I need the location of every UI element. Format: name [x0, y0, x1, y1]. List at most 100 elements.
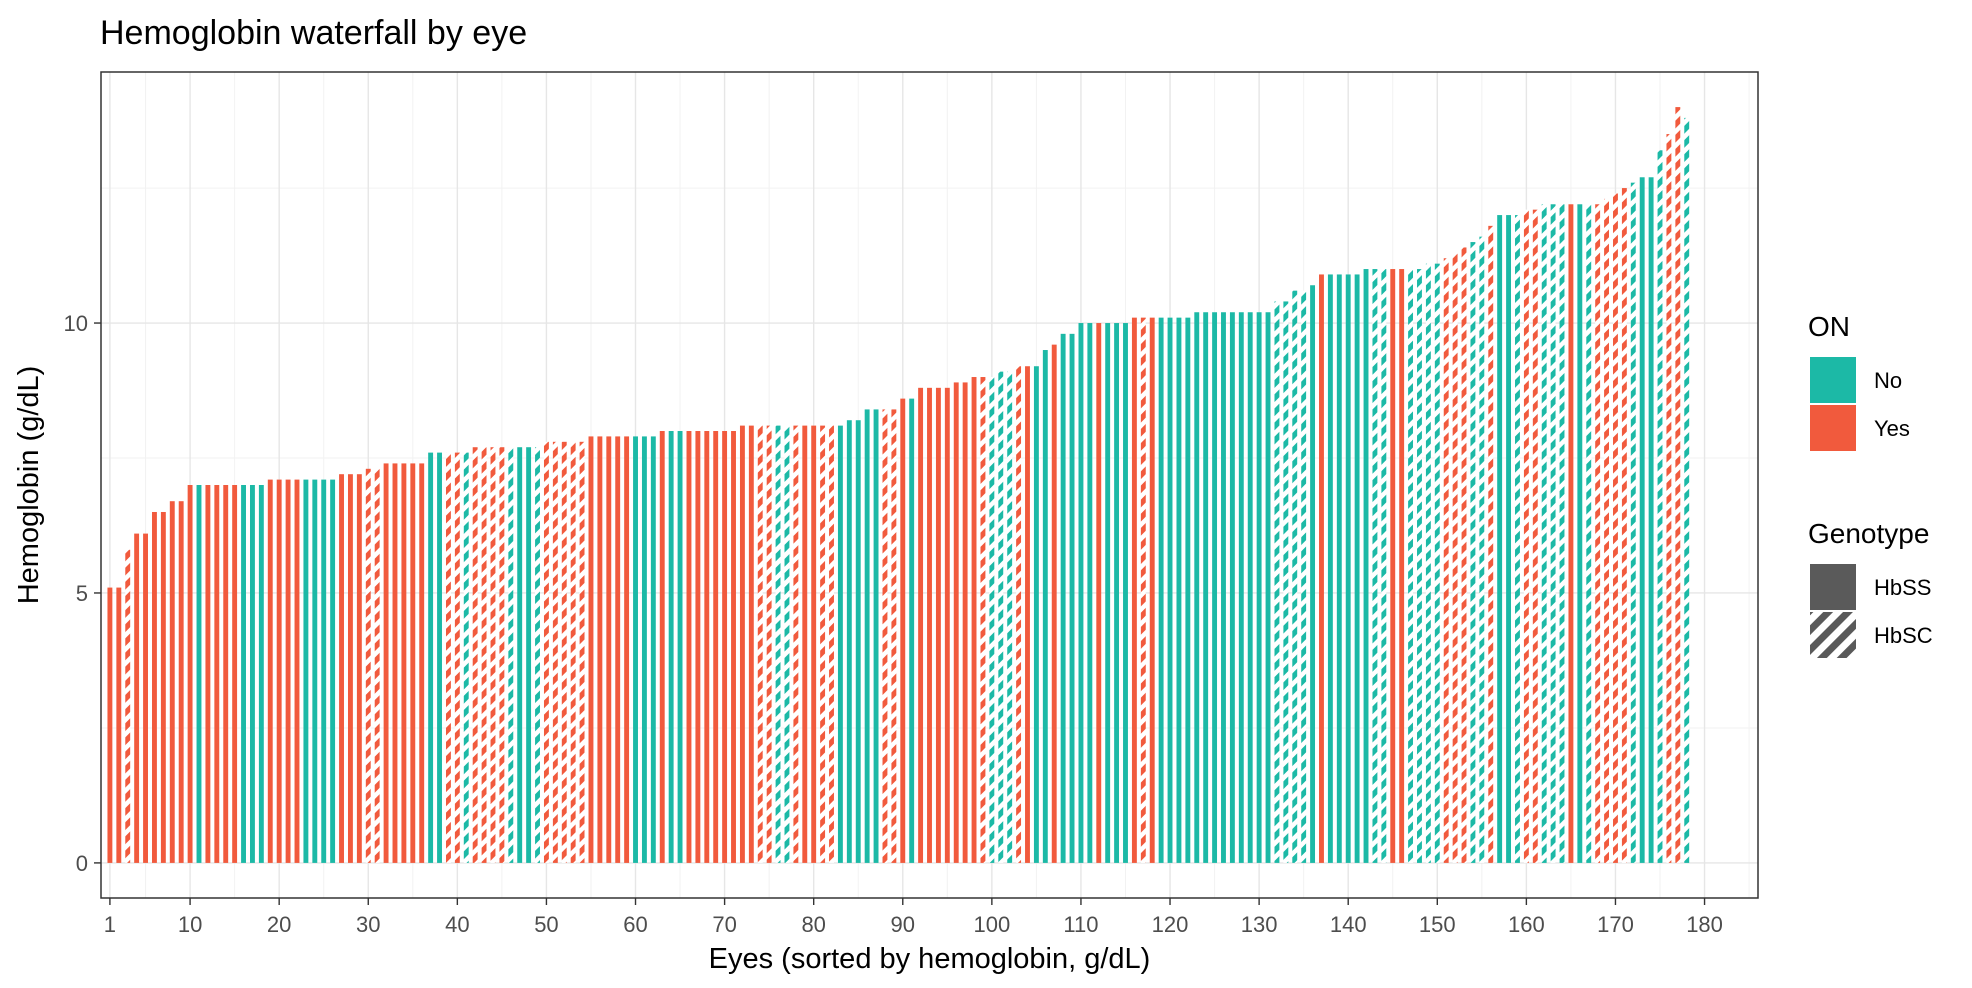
- bar: [1265, 312, 1271, 863]
- y-axis-title: Hemoglobin (g/dL): [13, 366, 45, 605]
- bar: [1256, 312, 1262, 863]
- bar: [1238, 312, 1244, 863]
- bar: [1016, 366, 1022, 863]
- bar: [1007, 371, 1013, 863]
- bar: [739, 425, 745, 863]
- x-tick-label: 150: [1419, 912, 1456, 937]
- bar: [276, 479, 282, 863]
- bar: [944, 387, 950, 863]
- bar: [1345, 274, 1351, 863]
- bar: [303, 479, 309, 863]
- bar: [232, 485, 238, 863]
- x-tick-label: 140: [1330, 912, 1367, 937]
- bar: [864, 409, 870, 863]
- bar: [214, 485, 220, 863]
- plot-border: [100, 71, 1759, 899]
- bar: [1639, 177, 1645, 863]
- bar: [1123, 323, 1128, 863]
- bar: [953, 382, 959, 863]
- bar: [980, 377, 986, 863]
- bar: [267, 479, 273, 863]
- x-tick-label: 30: [356, 912, 380, 937]
- bar: [588, 436, 594, 863]
- bar: [178, 501, 184, 863]
- bar: [1666, 134, 1672, 863]
- bar: [962, 382, 968, 863]
- bar: [543, 441, 549, 863]
- bar: [143, 533, 148, 863]
- bar: [223, 485, 229, 863]
- bar: [1408, 269, 1414, 863]
- bar: [1167, 317, 1173, 863]
- bar: [445, 452, 451, 863]
- bar: [1087, 323, 1093, 863]
- x-tick-label: 100: [974, 912, 1011, 937]
- bar: [1310, 285, 1316, 863]
- bar: [241, 485, 246, 863]
- bar: [401, 463, 407, 863]
- bar: [1621, 188, 1627, 863]
- bar: [579, 441, 585, 863]
- bar: [1425, 263, 1431, 863]
- bar: [1301, 290, 1307, 863]
- bar: [650, 436, 656, 863]
- bar: [1372, 269, 1378, 863]
- bar: [508, 447, 514, 863]
- bar: [1568, 204, 1574, 863]
- x-tick-label: 20: [267, 912, 291, 937]
- bar: [561, 441, 567, 863]
- bar: [347, 474, 353, 863]
- bar: [169, 501, 175, 863]
- bar: [1443, 258, 1449, 863]
- bar: [1247, 312, 1253, 863]
- x-tick-label: 90: [891, 912, 915, 937]
- bar: [196, 485, 202, 863]
- bar: [152, 511, 157, 863]
- y-tick-label: 0: [76, 851, 88, 876]
- bar: [998, 371, 1004, 863]
- bar: [1194, 312, 1200, 863]
- bar: [535, 447, 540, 863]
- bar: [1221, 312, 1226, 863]
- bar: [490, 447, 496, 863]
- y-tick-label: 10: [64, 311, 88, 336]
- legend: ON No Yes Genotype HbSS HbSC: [1808, 311, 1933, 658]
- bar: [517, 447, 523, 863]
- bar: [1078, 323, 1084, 863]
- bar: [1283, 301, 1289, 863]
- bar: [935, 387, 941, 863]
- bar: [1158, 317, 1164, 863]
- bar: [900, 398, 906, 863]
- bar: [570, 441, 576, 863]
- bar: [909, 398, 915, 863]
- x-tick-label: 160: [1508, 912, 1545, 937]
- bar: [187, 485, 193, 863]
- legend-key-yes: [1810, 405, 1856, 451]
- bar: [641, 436, 647, 863]
- bar: [463, 452, 469, 863]
- bar: [927, 387, 932, 863]
- bar: [704, 431, 710, 863]
- bar: [829, 425, 834, 863]
- bar: [855, 420, 861, 863]
- bar: [312, 479, 318, 863]
- x-tick-label: 50: [534, 912, 558, 937]
- bar: [677, 431, 683, 863]
- bar: [1212, 312, 1218, 863]
- bar: [1327, 274, 1333, 863]
- bar: [1042, 350, 1048, 863]
- bar: [330, 479, 336, 863]
- bar: [1470, 242, 1476, 863]
- bar: [258, 485, 264, 863]
- bar: [1105, 323, 1111, 863]
- bar: [339, 474, 344, 863]
- bar: [1630, 182, 1636, 863]
- bar: [294, 479, 300, 863]
- bar: [659, 431, 665, 863]
- x-tick-label: 1: [104, 912, 116, 937]
- bar: [1657, 150, 1663, 863]
- bar: [526, 447, 532, 863]
- bar: [250, 485, 255, 863]
- bar: [160, 511, 166, 863]
